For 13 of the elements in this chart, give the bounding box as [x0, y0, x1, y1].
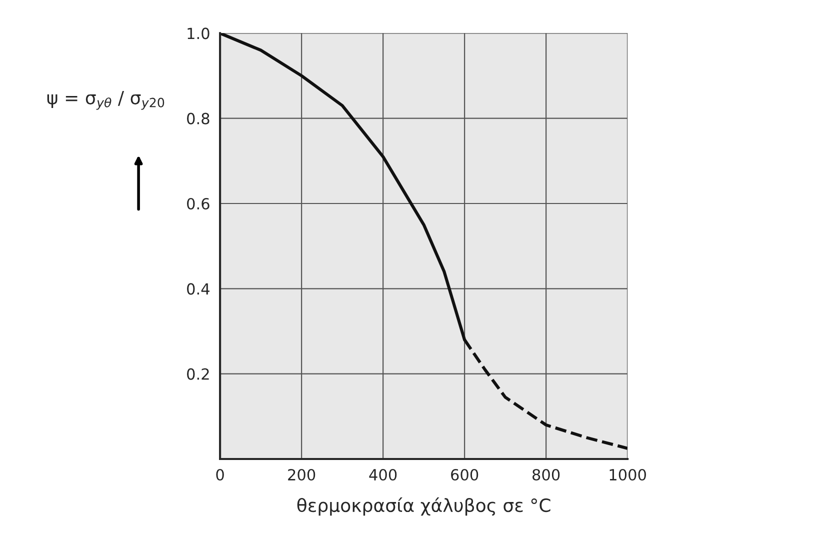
- x-tick-label: 0: [216, 468, 224, 481]
- x-tick-label: 200: [288, 468, 316, 481]
- y-tick-label: 0.6: [187, 198, 210, 210]
- x-axis-title: θερμοκρασία χάλυβος σε °C: [297, 497, 550, 516]
- x-tick-label: 800: [532, 468, 560, 481]
- y-tick-label: 0.8: [187, 112, 210, 124]
- y-tick-label: 0.4: [187, 283, 210, 295]
- y-tick-label: 0.2: [187, 368, 209, 380]
- x-tick-label: 600: [451, 468, 478, 481]
- x-tick-label: 400: [369, 468, 397, 481]
- y-tick-label: 1.0: [188, 28, 210, 40]
- x-tick-label: 1000: [610, 468, 646, 481]
- y-axis-title: ψ = σ$_{yθ}$ / σ$_{y20}$: [47, 91, 164, 110]
